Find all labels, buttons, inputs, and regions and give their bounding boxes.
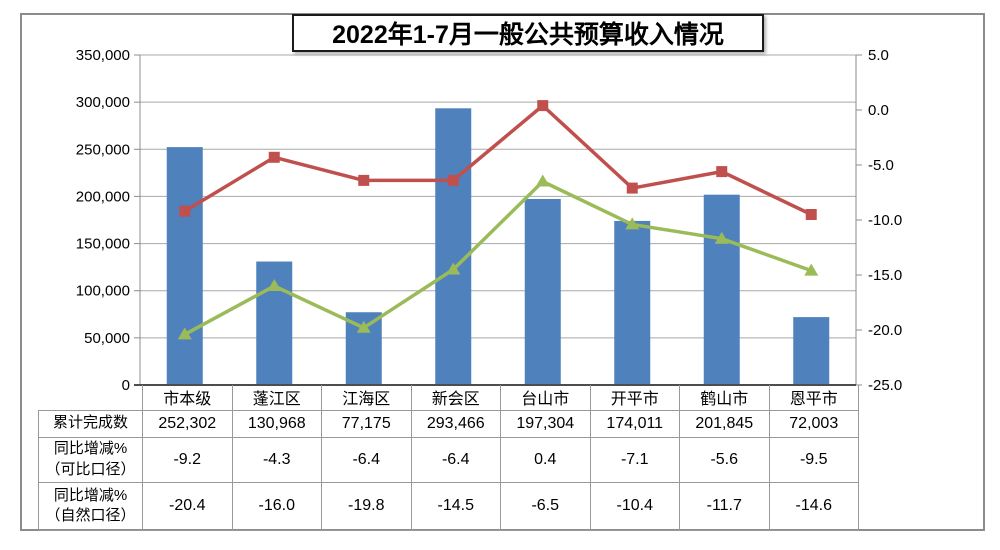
- value-cell: -14.6: [768, 481, 859, 531]
- value-cell: -6.4: [410, 436, 501, 483]
- y-axis-left-tick-label: 150,000: [76, 236, 130, 253]
- value-cell: 252,302: [142, 409, 233, 438]
- bar-鹤山市: [703, 194, 740, 385]
- y-axis-left-tick-label: 100,000: [76, 283, 130, 300]
- bar-台山市: [524, 198, 561, 385]
- bar-市本级: [166, 147, 203, 385]
- y-axis-right-tick-label: 0.0: [868, 102, 889, 119]
- value-cell: -16.0: [231, 481, 322, 531]
- marker-square-icon: [358, 174, 370, 186]
- category-label: 新会区: [410, 385, 501, 411]
- marker-triangle-icon: [625, 217, 640, 230]
- value-cell: 130,968: [231, 409, 322, 438]
- marker-square-icon: [626, 182, 638, 194]
- bar-新会区: [435, 108, 472, 386]
- value-cell: -7.1: [589, 436, 680, 483]
- y-axis-left-tick-label: 50,000: [84, 330, 130, 347]
- category-label: 开平市: [589, 385, 680, 411]
- value-cell: -6.5: [500, 481, 591, 531]
- category-label: 江海区: [321, 385, 412, 411]
- value-cell: 201,845: [679, 409, 770, 438]
- y-axis-right-tick-label: -20.0: [868, 322, 902, 339]
- value-cell: -20.4: [142, 481, 233, 531]
- value-cell: 197,304: [500, 409, 591, 438]
- marker-triangle-icon: [446, 262, 461, 275]
- marker-triangle-icon: [267, 279, 282, 291]
- y-axis-right-tick-label: -15.0: [868, 267, 902, 284]
- chart-title: 2022年1-7月一般公共预算收入情况: [292, 14, 764, 52]
- category-label: 鹤山市: [679, 385, 770, 411]
- series-line-line_comparable: [183, 103, 813, 217]
- y-axis-left-tick-label: 200,000: [76, 188, 130, 205]
- value-cell: -9.2: [142, 436, 233, 483]
- value-cell: -14.5: [410, 481, 501, 531]
- value-cell: -10.4: [589, 481, 680, 531]
- data-table: 市本级 蓬江区 江海区 新会区 台山市 开平市 鹤山市 恩平市累计完成数 252,302 130,…: [38, 385, 859, 531]
- y-axis-right-tick-label: -5.0: [868, 157, 894, 174]
- value-cell: -4.3: [231, 436, 322, 483]
- value-cell: -11.7: [679, 481, 770, 531]
- marker-square-icon: [716, 166, 728, 178]
- category-label: 市本级: [142, 385, 233, 411]
- marker-triangle-icon: [714, 231, 729, 244]
- value-cell: 72,003: [768, 409, 859, 438]
- bar-恩平市: [793, 317, 830, 385]
- value-cell: 174,011: [589, 409, 680, 438]
- marker-square-icon: [179, 205, 191, 217]
- value-cell: 77,175: [321, 409, 412, 438]
- value-cell: 293,466: [410, 409, 501, 438]
- value-cell: -9.5: [768, 436, 859, 483]
- marker-triangle-icon: [804, 263, 819, 276]
- y-axis-left-tick-label: 250,000: [76, 141, 130, 158]
- y-axis-left-tick-label: 300,000: [76, 94, 130, 111]
- y-axis-right-tick-label: -10.0: [868, 212, 902, 229]
- category-label: 恩平市: [768, 385, 859, 411]
- value-cell: -5.6: [679, 436, 770, 483]
- marker-square-icon: [537, 100, 549, 112]
- marker-triangle-icon: [535, 174, 550, 187]
- value-cell: 0.4: [500, 436, 591, 483]
- table-corner-blank: [39, 385, 143, 410]
- y-axis-right-tick-label: -25.0: [868, 377, 902, 394]
- row-label: 累计完成数: [38, 409, 143, 438]
- marker-triangle-icon: [177, 327, 192, 340]
- value-cell: -19.8: [321, 481, 412, 531]
- bar-开平市: [614, 220, 651, 385]
- y-axis-left-tick-label: 350,000: [76, 47, 130, 64]
- category-label: 蓬江区: [231, 385, 322, 411]
- row-label: 同比增减% （自然口径）: [38, 481, 143, 531]
- y-axis-left-tick-label: 0: [122, 377, 130, 394]
- marker-square-icon: [268, 151, 280, 163]
- row-label: 同比增减% （可比口径）: [38, 436, 143, 483]
- y-axis-right-tick-label: 5.0: [868, 47, 889, 64]
- marker-triangle-icon: [356, 320, 371, 333]
- marker-square-icon: [447, 174, 459, 186]
- marker-square-icon: [805, 209, 817, 220]
- category-label: 台山市: [500, 385, 591, 411]
- value-cell: -6.4: [321, 436, 412, 483]
- series-line-line_natural: [183, 179, 813, 337]
